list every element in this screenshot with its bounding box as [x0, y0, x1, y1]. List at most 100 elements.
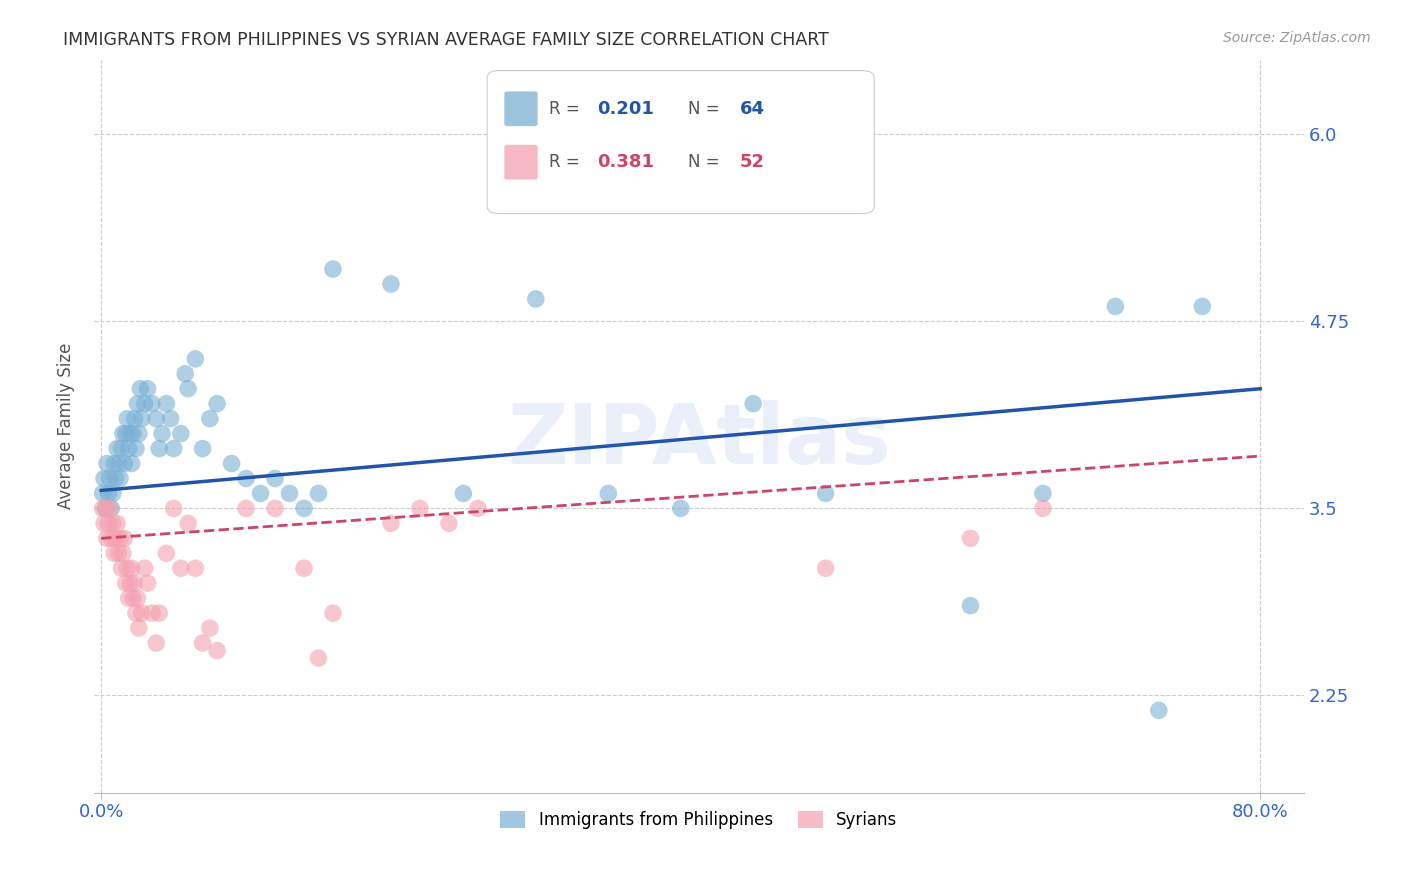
Point [191, 442, 214, 456]
Point [322, 262, 344, 277]
Point [437, 516, 460, 531]
Point [125, 442, 148, 456]
Text: N =: N = [688, 100, 725, 118]
Point [104, 471, 127, 485]
Text: 0.381: 0.381 [598, 153, 654, 171]
Point [136, 382, 159, 396]
Point [96, 457, 118, 471]
Point [380, 277, 402, 291]
Point [128, 426, 150, 441]
Point [170, 561, 193, 575]
Point [308, 486, 330, 500]
Point [100, 501, 122, 516]
Point [121, 561, 143, 575]
Point [112, 532, 135, 546]
Point [453, 486, 475, 500]
Point [264, 471, 287, 485]
Point [120, 426, 142, 441]
Point [103, 546, 125, 560]
Text: N =: N = [688, 153, 725, 171]
Point [155, 546, 177, 560]
Point [162, 442, 184, 456]
Point [198, 411, 221, 425]
Point [107, 546, 129, 560]
Point [107, 457, 129, 471]
Point [155, 397, 177, 411]
Text: R =: R = [548, 153, 585, 171]
Point [177, 516, 200, 531]
Point [249, 486, 271, 500]
Point [814, 561, 837, 575]
Point [264, 501, 287, 516]
Point [131, 411, 153, 425]
Point [141, 397, 163, 411]
Point [205, 643, 228, 657]
Point [136, 576, 159, 591]
Y-axis label: Average Family Size: Average Family Size [58, 343, 75, 509]
Point [91, 501, 114, 516]
Point [96, 532, 118, 546]
Point [598, 486, 620, 500]
Point [105, 516, 128, 531]
Point [170, 426, 193, 441]
Point [91, 486, 114, 500]
Point [235, 471, 257, 485]
Point [93, 471, 115, 485]
FancyBboxPatch shape [503, 145, 538, 180]
Point [110, 442, 132, 456]
Point [221, 457, 243, 471]
Point [118, 442, 141, 456]
Point [122, 426, 145, 441]
Point [111, 546, 134, 560]
Point [94, 501, 117, 516]
Point [114, 576, 136, 591]
Point [1032, 486, 1054, 500]
Point [105, 442, 128, 456]
Text: IMMIGRANTS FROM PHILIPPINES VS SYRIAN AVERAGE FAMILY SIZE CORRELATION CHART: IMMIGRANTS FROM PHILIPPINES VS SYRIAN AV… [63, 31, 830, 49]
Point [131, 606, 153, 620]
Point [308, 651, 330, 665]
FancyBboxPatch shape [503, 91, 538, 127]
Point [141, 606, 163, 620]
Point [108, 532, 131, 546]
Point [524, 292, 547, 306]
Point [117, 411, 139, 425]
Point [101, 486, 124, 500]
Point [120, 576, 142, 591]
FancyBboxPatch shape [486, 70, 875, 213]
Text: 52: 52 [740, 153, 765, 171]
Point [93, 516, 115, 531]
Point [959, 532, 981, 546]
Point [1104, 300, 1126, 314]
Point [114, 426, 136, 441]
Point [150, 426, 173, 441]
Point [101, 516, 124, 531]
Point [127, 397, 149, 411]
Point [159, 411, 181, 425]
Point [148, 442, 170, 456]
Point [97, 486, 120, 500]
Point [191, 636, 214, 650]
Point [111, 426, 134, 441]
Point [814, 486, 837, 500]
Point [292, 501, 315, 516]
Point [103, 457, 125, 471]
Point [145, 411, 167, 425]
Point [127, 591, 149, 606]
Point [380, 516, 402, 531]
Point [742, 397, 765, 411]
Point [121, 457, 143, 471]
Text: ZIPAtlas: ZIPAtlas [508, 401, 891, 482]
Point [205, 397, 228, 411]
Point [235, 501, 257, 516]
Point [322, 606, 344, 620]
Point [184, 351, 207, 366]
Point [148, 606, 170, 620]
Legend: Immigrants from Philippines, Syrians: Immigrants from Philippines, Syrians [494, 804, 904, 836]
Point [104, 532, 127, 546]
Point [98, 471, 121, 485]
Point [110, 561, 132, 575]
Point [98, 501, 121, 516]
Point [124, 576, 146, 591]
Text: R =: R = [548, 100, 585, 118]
